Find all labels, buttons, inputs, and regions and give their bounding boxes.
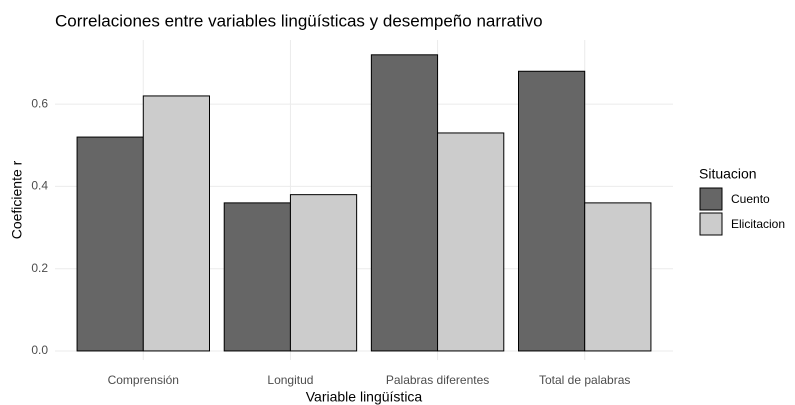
chart-title: Correlaciones entre variables lingüístic…: [55, 11, 543, 30]
x-tick-label: Longitud: [267, 373, 313, 387]
y-tick-label: 0.4: [31, 179, 48, 193]
x-tick-label: Total de palabras: [539, 373, 630, 387]
x-tick-label: Comprensión: [108, 373, 179, 387]
legend-key: [699, 187, 723, 211]
x-tick-label: Palabras diferentes: [386, 373, 489, 387]
legend-title: Situacion: [699, 166, 757, 182]
x-axis-label: Variable lingüística: [306, 389, 423, 405]
bar: [76, 136, 144, 352]
bar: [223, 202, 291, 352]
bar: [518, 70, 586, 352]
legend-label: Cuento: [731, 192, 770, 206]
bar: [437, 132, 505, 352]
bar: [142, 95, 211, 352]
legend-label: Elicitacion: [731, 217, 785, 231]
y-axis-label: Coeficiente r: [9, 160, 25, 239]
bar: [370, 54, 439, 352]
y-tick-label: 0.2: [31, 261, 48, 275]
bar: [584, 202, 652, 352]
y-tick-label: 0.0: [31, 343, 48, 357]
legend-key: [699, 212, 723, 236]
y-tick-label: 0.6: [31, 96, 48, 110]
bar: [289, 194, 358, 352]
